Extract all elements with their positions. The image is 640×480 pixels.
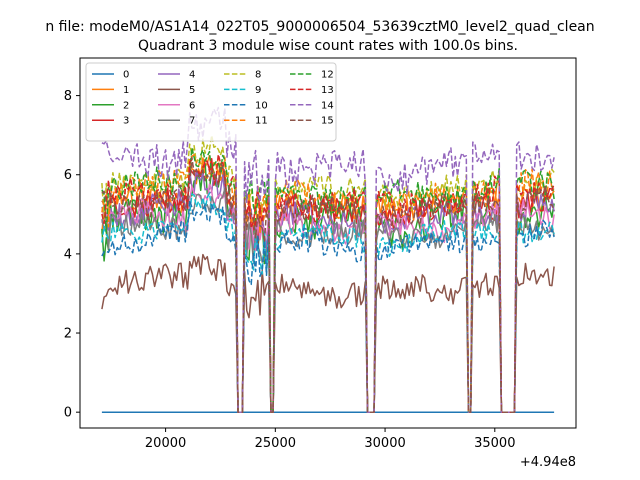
legend-label-1: 1 — [123, 85, 129, 96]
chart-title: Quadrant 3 module wise count rates with … — [138, 38, 518, 54]
y-tick-label: 8 — [64, 89, 72, 104]
figure-suptitle: n file: modeM0/AS1A14_022T05_9000006504_… — [45, 19, 594, 35]
legend-label-15: 15 — [321, 116, 334, 127]
legend-label-11: 11 — [255, 116, 268, 127]
legend-label-7: 7 — [189, 116, 195, 127]
x-tick-label: 25000 — [255, 436, 296, 451]
y-axis: 0 2 4 6 8 — [64, 89, 80, 421]
x-axis: 20000 25000 30000 35000 — [145, 428, 515, 451]
y-tick-label: 4 — [64, 247, 72, 262]
legend-label-0: 0 — [123, 70, 129, 81]
series-line-10 — [101, 199, 555, 413]
x-tick-label: 20000 — [145, 436, 186, 451]
series-line-8 — [101, 134, 555, 413]
series-line-5 — [101, 253, 555, 413]
series-line-13 — [101, 153, 555, 413]
axes-frame — [79, 57, 577, 429]
legend-label-2: 2 — [123, 100, 129, 111]
y-tick-label: 0 — [64, 406, 72, 421]
legend-label-9: 9 — [255, 85, 261, 96]
x-tick-label: 30000 — [364, 436, 405, 451]
legend-label-3: 3 — [123, 116, 129, 127]
series-layer — [101, 106, 555, 413]
legend-label-13: 13 — [321, 85, 334, 96]
legend-label-8: 8 — [255, 70, 261, 81]
legend-label-14: 14 — [321, 100, 334, 111]
legend-label-12: 12 — [321, 70, 334, 81]
y-tick-label: 6 — [64, 168, 72, 183]
legend-box — [85, 62, 337, 142]
x-axis-offset-label: +4.94e8 — [520, 455, 576, 470]
series-line-14 — [101, 106, 555, 413]
legend-label-6: 6 — [189, 100, 195, 111]
legend-label-4: 4 — [189, 70, 195, 81]
series-line-9 — [101, 192, 555, 413]
legend-label-10: 10 — [255, 100, 268, 111]
y-tick-label: 2 — [64, 327, 72, 342]
legend-label-5: 5 — [189, 85, 195, 96]
series-line-15 — [101, 156, 555, 413]
x-tick-label: 35000 — [474, 436, 515, 451]
